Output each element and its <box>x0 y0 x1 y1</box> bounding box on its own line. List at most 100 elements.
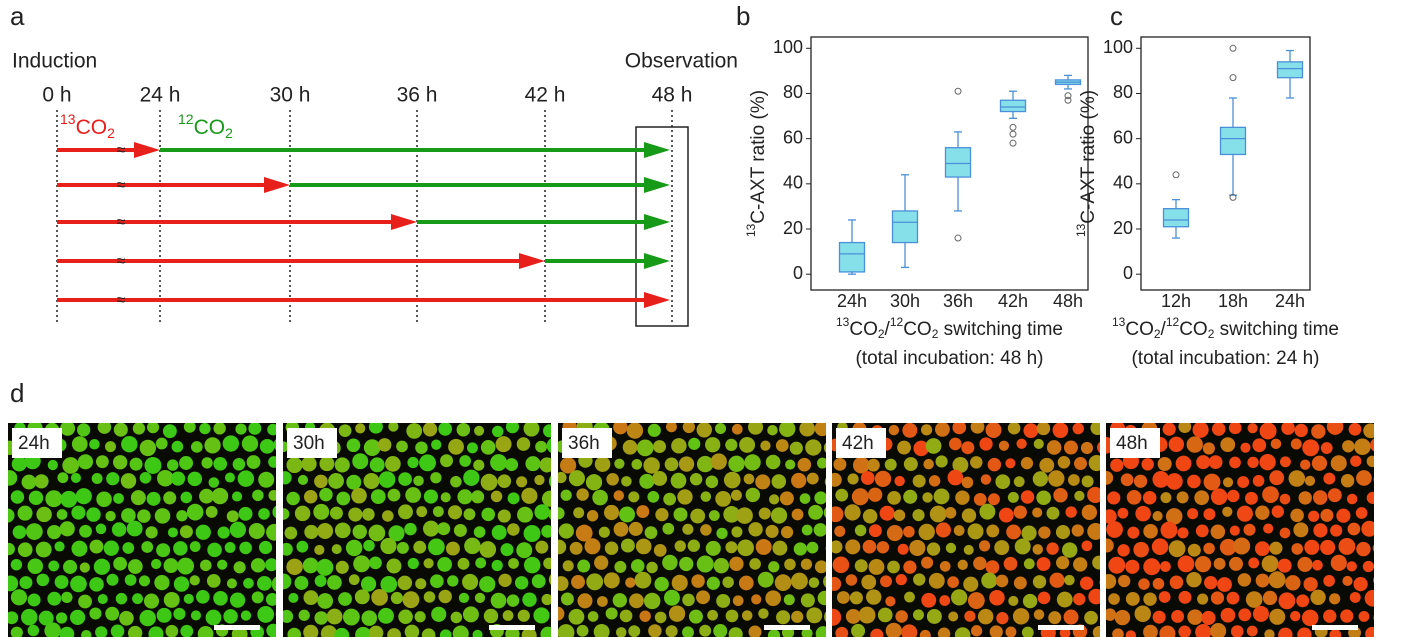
droplet <box>206 574 221 588</box>
droplet <box>1222 506 1233 517</box>
droplet <box>671 574 688 591</box>
droplet <box>1166 473 1183 490</box>
droplet <box>1169 575 1184 590</box>
droplet <box>977 608 994 625</box>
droplet <box>1127 526 1140 539</box>
droplet <box>204 437 221 454</box>
droplet <box>1142 490 1157 505</box>
droplet <box>301 456 317 472</box>
droplet <box>1125 591 1140 606</box>
droplet <box>89 607 102 620</box>
droplet <box>1053 488 1068 503</box>
droplet <box>363 439 381 456</box>
droplet <box>767 424 778 436</box>
droplet <box>208 477 220 488</box>
scale-bar <box>1038 625 1084 630</box>
droplet <box>1187 609 1203 625</box>
droplet <box>286 457 303 474</box>
droplet <box>760 440 771 451</box>
droplet <box>970 423 985 434</box>
droplet <box>35 541 52 558</box>
droplet <box>1356 541 1371 557</box>
droplet <box>748 423 764 435</box>
label-part: switching time <box>1214 319 1339 340</box>
droplet <box>806 541 819 554</box>
droplet <box>471 490 485 504</box>
droplet <box>450 475 462 488</box>
droplet <box>1219 538 1237 556</box>
droplet <box>713 558 730 574</box>
droplet <box>741 610 753 621</box>
droplet <box>233 561 246 574</box>
time-label: 48 h <box>652 84 693 107</box>
droplet <box>901 624 918 637</box>
droplet <box>1323 575 1335 587</box>
droplet <box>558 507 565 520</box>
droplet <box>147 423 160 434</box>
droplet <box>1152 610 1166 624</box>
droplet <box>445 541 460 556</box>
droplet <box>387 488 401 502</box>
droplet <box>584 538 601 555</box>
droplet <box>258 540 273 555</box>
droplet <box>989 625 1003 637</box>
droplet <box>647 490 660 503</box>
droplet <box>1281 423 1295 435</box>
droplet <box>422 520 440 537</box>
droplet <box>1088 588 1100 605</box>
droplet <box>765 454 781 470</box>
droplet <box>10 558 23 571</box>
droplet <box>1355 507 1368 519</box>
droplet <box>560 489 572 501</box>
droplet <box>743 473 755 485</box>
droplet <box>935 423 950 437</box>
droplet <box>523 525 541 542</box>
droplet <box>662 554 678 571</box>
droplet <box>1279 456 1291 468</box>
droplet <box>217 526 230 539</box>
droplet <box>531 574 546 589</box>
label-part: 13 <box>836 315 850 329</box>
droplet <box>47 524 62 540</box>
outlier <box>1229 193 1237 201</box>
droplet <box>217 559 228 570</box>
droplet <box>1313 523 1328 538</box>
droplet <box>130 490 146 506</box>
droplet <box>834 525 846 537</box>
droplet <box>207 542 222 558</box>
droplet <box>143 593 160 609</box>
x-tick-label: 42h <box>998 291 1028 311</box>
droplet <box>386 558 402 574</box>
droplet <box>115 592 128 605</box>
droplet <box>961 476 974 489</box>
droplet <box>1213 557 1226 570</box>
droplet <box>126 520 143 537</box>
label-part: 13 <box>1112 315 1126 329</box>
droplet <box>430 574 444 589</box>
droplet <box>369 457 385 473</box>
droplet <box>757 571 774 588</box>
droplet <box>521 487 538 504</box>
droplet <box>154 508 171 524</box>
droplet <box>407 557 419 570</box>
droplet <box>431 439 442 450</box>
image-label: 24h <box>18 433 50 454</box>
droplet <box>728 627 743 637</box>
droplet <box>648 624 662 637</box>
droplet <box>1356 470 1372 486</box>
droplet <box>1135 505 1151 522</box>
droplet <box>1106 538 1114 553</box>
panel-letter: a <box>10 1 25 31</box>
droplet <box>813 523 826 537</box>
droplet <box>91 472 103 484</box>
droplet <box>495 436 512 453</box>
droplet <box>887 491 901 505</box>
droplet <box>1194 490 1210 506</box>
droplet <box>677 489 693 505</box>
droplet <box>232 458 246 471</box>
droplet <box>603 572 620 589</box>
droplet <box>1236 505 1253 522</box>
droplet <box>1036 490 1051 506</box>
droplet <box>791 508 804 521</box>
droplet <box>1118 574 1131 588</box>
